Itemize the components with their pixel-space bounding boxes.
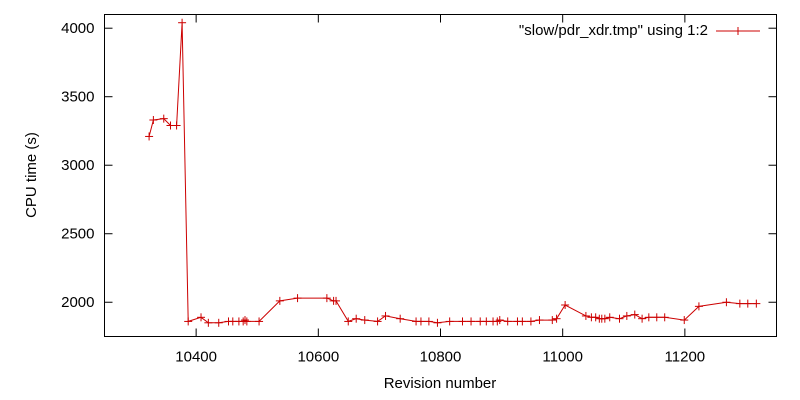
data-point bbox=[548, 316, 557, 325]
data-point bbox=[322, 294, 331, 303]
data-point bbox=[352, 314, 361, 323]
data-point bbox=[652, 313, 661, 322]
data-point bbox=[495, 316, 504, 325]
data-point bbox=[242, 317, 251, 326]
axis-ticks bbox=[104, 14, 777, 337]
data-point bbox=[552, 314, 561, 323]
data-point bbox=[752, 299, 761, 308]
data-point bbox=[561, 300, 570, 309]
data-point bbox=[600, 314, 609, 323]
data-point bbox=[241, 316, 250, 325]
data-point bbox=[644, 313, 653, 322]
data-point bbox=[482, 317, 491, 326]
legend-entry-label: "slow/pdr_xdr.tmp" using 1:2 bbox=[519, 22, 708, 39]
data-point bbox=[735, 299, 744, 308]
data-point bbox=[445, 317, 454, 326]
data-point bbox=[622, 311, 631, 320]
data-point bbox=[424, 317, 433, 326]
y-tick-label: 2500 bbox=[61, 226, 94, 243]
data-point bbox=[214, 318, 223, 327]
data-point bbox=[344, 317, 353, 326]
x-tick-label: 11200 bbox=[665, 349, 706, 366]
data-point bbox=[638, 314, 647, 323]
data-point bbox=[433, 318, 442, 327]
data-point bbox=[743, 299, 752, 308]
data-point bbox=[360, 316, 369, 325]
x-tick-label: 10400 bbox=[175, 349, 217, 366]
data-point bbox=[630, 310, 639, 319]
data-point bbox=[694, 302, 703, 311]
data-point bbox=[503, 317, 512, 326]
x-tick-label: 11000 bbox=[542, 349, 583, 366]
legend: "slow/pdr_xdr.tmp" using 1:2 bbox=[519, 22, 760, 39]
plot-frame bbox=[104, 14, 777, 337]
legend-marker bbox=[734, 27, 742, 35]
data-point bbox=[373, 317, 382, 326]
data-point bbox=[255, 317, 264, 326]
data-point bbox=[526, 317, 535, 326]
y-axis-label: CPU time (s) bbox=[23, 132, 40, 218]
data-point bbox=[722, 298, 731, 307]
x-tick-label: 10800 bbox=[420, 349, 462, 366]
data-point bbox=[275, 296, 284, 305]
y-tick-label: 3000 bbox=[61, 157, 94, 174]
x-axis-label: Revision number bbox=[384, 375, 497, 392]
data-point bbox=[204, 318, 213, 327]
data-point bbox=[293, 294, 302, 303]
data-point bbox=[680, 316, 689, 325]
data-point bbox=[416, 317, 425, 326]
series-line bbox=[148, 22, 757, 324]
data-point bbox=[178, 18, 187, 27]
data-point bbox=[660, 313, 669, 322]
data-point bbox=[581, 311, 590, 320]
data-point bbox=[615, 314, 624, 323]
data-point bbox=[535, 316, 544, 325]
y-tick-label: 3500 bbox=[61, 89, 94, 106]
data-point bbox=[518, 317, 527, 326]
data-point bbox=[159, 114, 168, 123]
data-point bbox=[467, 317, 476, 326]
data-point bbox=[184, 317, 193, 326]
data-point bbox=[145, 132, 154, 141]
data-point bbox=[396, 314, 405, 323]
data-point bbox=[197, 313, 206, 322]
data-point bbox=[381, 311, 390, 320]
series-markers bbox=[145, 18, 761, 327]
data-point bbox=[591, 313, 600, 322]
y-tick-label: 4000 bbox=[61, 20, 94, 37]
y-tick-label: 2000 bbox=[61, 294, 94, 311]
data-point bbox=[149, 116, 158, 125]
data-point bbox=[172, 121, 181, 130]
data-point bbox=[605, 313, 614, 322]
data-point bbox=[332, 296, 341, 305]
data-point bbox=[458, 317, 467, 326]
x-tick-label: 10600 bbox=[297, 349, 339, 366]
axis-tick-labels: 10400 10600 10800 11000 11200 2000 2500 3000 350… bbox=[61, 20, 705, 365]
